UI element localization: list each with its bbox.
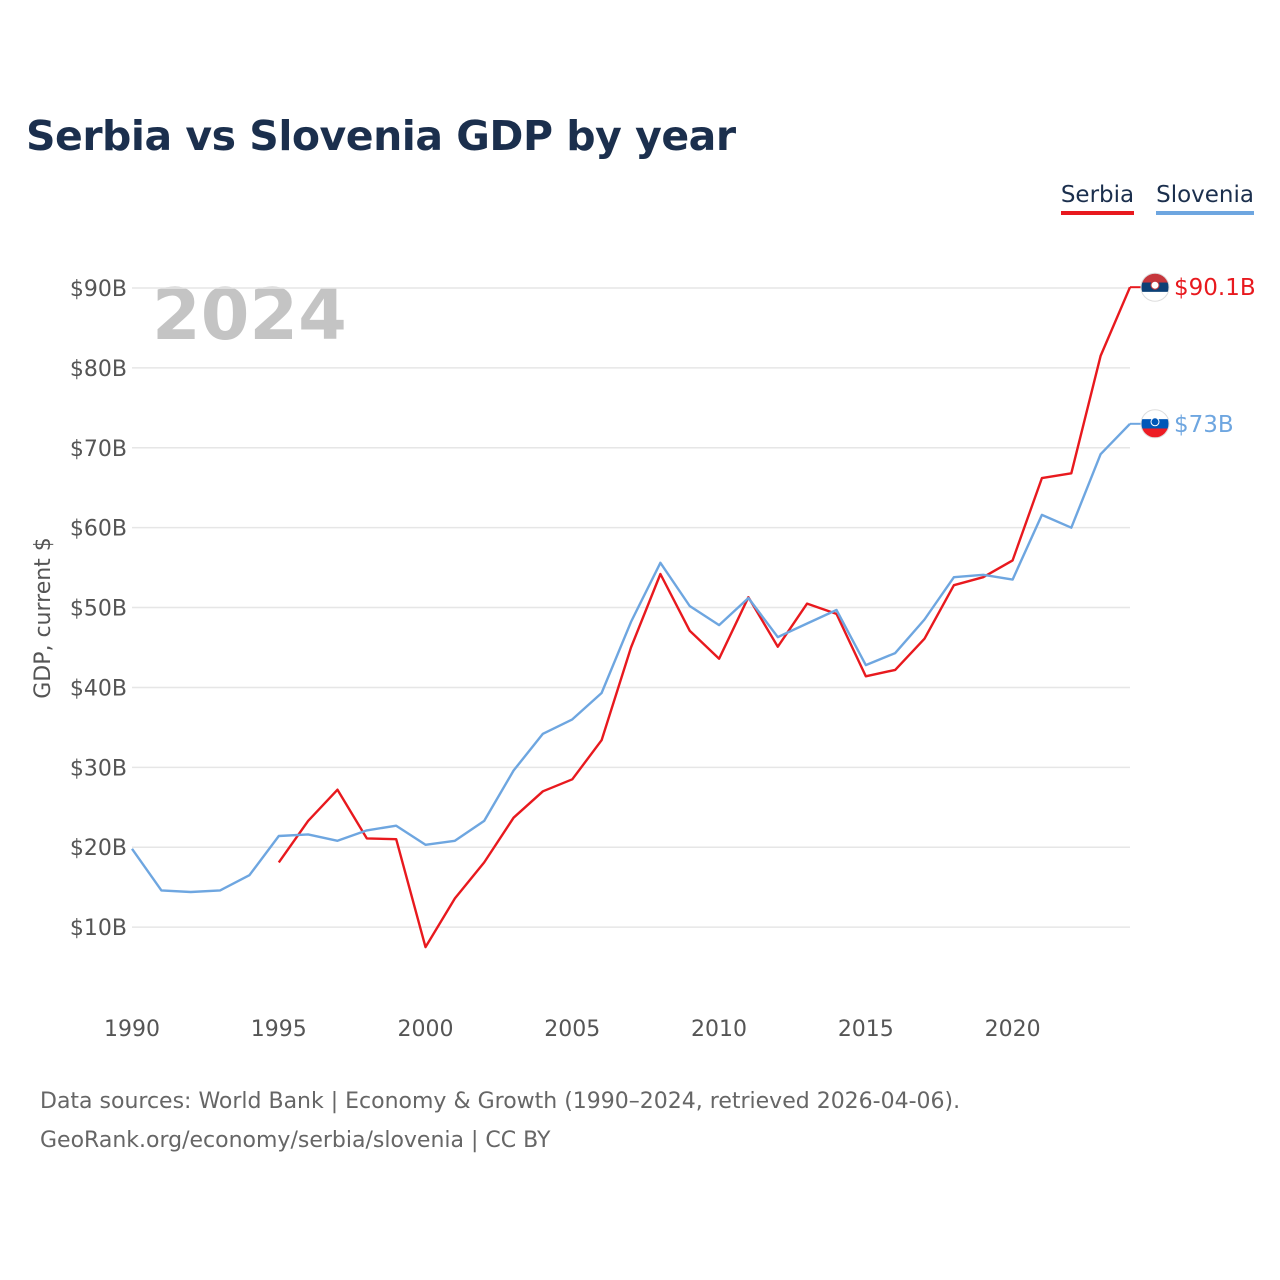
y-tick-label: $40B [70, 676, 127, 701]
y-tick-label: $60B [70, 517, 127, 542]
series-line-serbia [277, 286, 1132, 949]
y-tick-label: $30B [70, 756, 127, 781]
y-tick-label: $90B [70, 277, 127, 302]
serbia-end-label: $90.1B [1174, 275, 1256, 301]
serbia-flag-stripe [1141, 291, 1169, 302]
year-watermark: 2024 [152, 274, 347, 356]
slovenia-end-label: $73B [1174, 412, 1234, 438]
x-tick-label: 2000 [398, 1017, 454, 1042]
serbia-flag-emblem [1150, 280, 1160, 290]
legend-item-serbia[interactable]: Serbia [1060, 182, 1135, 215]
chart-title: Serbia vs Slovenia GDP by year [26, 112, 736, 160]
gdp-line-chart: 2024 $10B $20B $30B $40B $50B $60B $70B $80B $90B… [31, 272, 1256, 1042]
y-tick-label: $20B [70, 836, 127, 861]
serbia-flag-stripe [1141, 273, 1169, 284]
slovenia-flag-emblem [1150, 417, 1160, 427]
y-tick-label: $10B [70, 916, 127, 941]
x-tick-label: 1995 [251, 1017, 307, 1042]
slovenia-flag-stripe [1141, 428, 1169, 438]
y-tick-label: $80B [70, 357, 127, 382]
slovenia-flag-stripe [1141, 409, 1169, 420]
legend-item-slovenia[interactable]: Slovenia [1156, 182, 1254, 215]
y-tick-label: $70B [70, 437, 127, 462]
series-line-slovenia [131, 422, 1131, 894]
legend: Serbia Slovenia [1060, 182, 1254, 215]
data-source-note: Data sources: World Bank | Economy & Gro… [40, 1089, 961, 1114]
x-tick-label: 1990 [104, 1017, 160, 1042]
y-axis-label: GDP, current $ [31, 537, 56, 699]
x-tick-label: 2010 [691, 1017, 747, 1042]
slovenia-flag-icon [1140, 409, 1170, 439]
x-tick-label: 2020 [985, 1017, 1041, 1042]
serbia-flag-icon [1140, 272, 1170, 302]
footer: Data sources: World Bank | Economy & Gro… [40, 1082, 960, 1160]
y-tick-label: $50B [70, 597, 127, 622]
x-tick-label: 2005 [544, 1017, 600, 1042]
attribution-link[interactable]: GeoRank.org/economy/serbia/slovenia | CC… [40, 1128, 551, 1153]
x-tick-label: 2015 [838, 1017, 894, 1042]
